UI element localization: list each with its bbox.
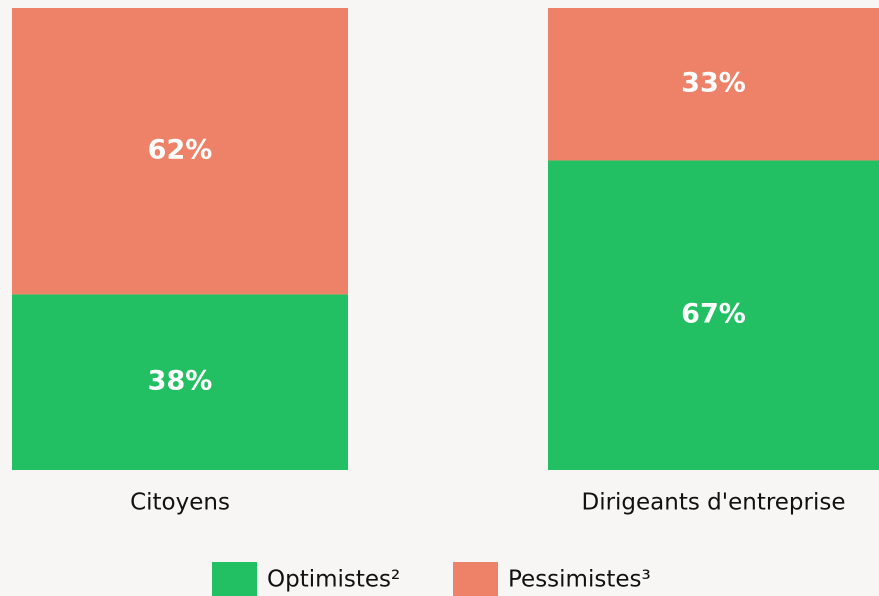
value-label: 33%: [681, 68, 746, 99]
legend-label: Pessimistes³: [508, 567, 651, 593]
bar-segment: [548, 160, 879, 470]
value-label: 62%: [148, 135, 213, 166]
legend-swatch: [453, 562, 498, 596]
bar-segment: [12, 294, 348, 470]
x-tick-label: Citoyens: [130, 490, 230, 516]
bar-segment: [12, 8, 348, 295]
bar-segment: [548, 8, 879, 161]
legend-swatch: [212, 562, 257, 596]
legend-label: Optimistes²: [267, 567, 400, 593]
value-label: 67%: [681, 299, 746, 330]
value-label: 38%: [148, 366, 213, 397]
x-tick-label: Dirigeants d'entreprise: [581, 490, 845, 516]
